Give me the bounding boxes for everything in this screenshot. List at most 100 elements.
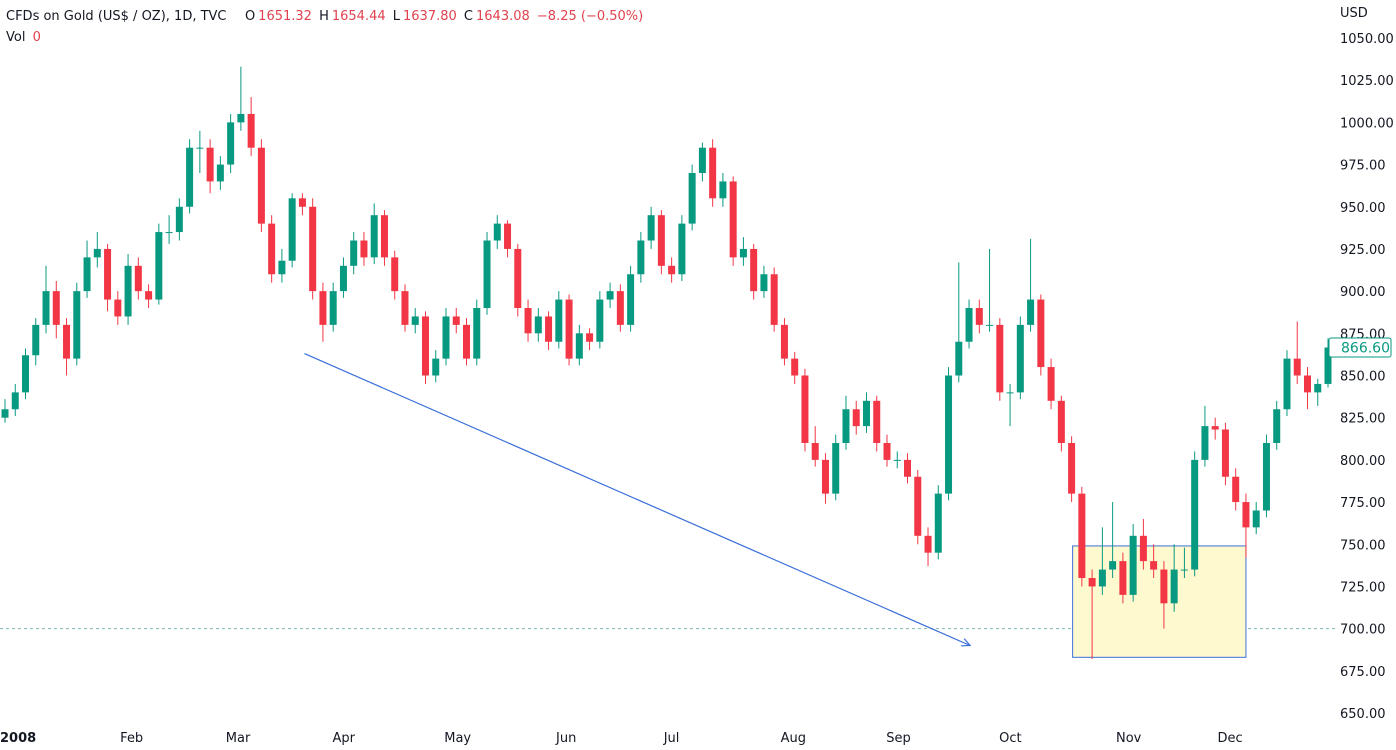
candle[interactable] <box>1191 451 1199 577</box>
candle[interactable] <box>401 284 409 332</box>
candle[interactable] <box>883 434 891 467</box>
candle[interactable] <box>1016 316 1024 400</box>
candle[interactable] <box>237 66 245 131</box>
candle[interactable] <box>432 350 440 383</box>
candle[interactable] <box>555 291 563 349</box>
candle[interactable] <box>616 284 624 332</box>
candle[interactable] <box>1 399 9 423</box>
candle[interactable] <box>1283 350 1291 416</box>
symbol-title[interactable]: CFDs on Gold (US$ / OZ), 1D, TVC <box>6 9 227 24</box>
candle[interactable] <box>155 223 163 305</box>
candle[interactable] <box>893 451 901 469</box>
candle[interactable] <box>739 237 747 266</box>
candle[interactable] <box>380 210 388 266</box>
candle[interactable] <box>1303 367 1311 410</box>
candle[interactable] <box>1160 561 1168 629</box>
candle[interactable] <box>575 324 583 366</box>
candle[interactable] <box>668 257 676 283</box>
candle[interactable] <box>606 282 614 308</box>
candle[interactable] <box>175 198 183 241</box>
candle[interactable] <box>1180 547 1188 578</box>
candle[interactable] <box>442 308 450 366</box>
candle[interactable] <box>114 291 122 325</box>
candle[interactable] <box>63 318 71 376</box>
candle[interactable] <box>1129 524 1137 602</box>
candle[interactable] <box>534 308 542 342</box>
candle[interactable] <box>329 282 337 332</box>
candle[interactable] <box>339 257 347 298</box>
candle[interactable] <box>83 240 91 298</box>
candle[interactable] <box>93 232 101 268</box>
candle[interactable] <box>298 193 306 216</box>
candle[interactable] <box>1170 544 1178 612</box>
candle[interactable] <box>1211 417 1219 440</box>
candle[interactable] <box>811 426 819 467</box>
candle[interactable] <box>975 299 983 334</box>
candle[interactable] <box>565 294 573 366</box>
candle[interactable] <box>370 203 378 265</box>
candle[interactable] <box>421 311 429 384</box>
candle[interactable] <box>729 176 737 266</box>
candle[interactable] <box>350 232 358 275</box>
candle[interactable] <box>832 434 840 501</box>
candle[interactable] <box>360 232 368 266</box>
candle[interactable] <box>216 156 224 190</box>
candle[interactable] <box>309 198 317 300</box>
candle[interactable] <box>1109 502 1117 578</box>
candle[interactable] <box>1047 358 1055 410</box>
candle[interactable] <box>770 267 778 332</box>
candle[interactable] <box>1242 493 1250 558</box>
candle[interactable] <box>780 318 788 366</box>
candle[interactable] <box>688 164 696 231</box>
candle[interactable] <box>11 383 19 416</box>
candle[interactable] <box>1027 238 1035 332</box>
candle[interactable] <box>698 142 706 182</box>
candle[interactable] <box>965 299 973 349</box>
candle[interactable] <box>1037 294 1045 376</box>
candle[interactable] <box>227 113 235 173</box>
candle[interactable] <box>257 139 265 233</box>
candle[interactable] <box>452 308 460 334</box>
candle[interactable] <box>934 485 942 560</box>
candle[interactable] <box>719 173 727 207</box>
candle[interactable] <box>268 215 276 283</box>
candle[interactable] <box>134 257 142 300</box>
candle[interactable] <box>145 284 153 308</box>
candle[interactable] <box>1293 321 1301 384</box>
candle[interactable] <box>1068 436 1076 503</box>
candle[interactable] <box>288 193 296 268</box>
candle[interactable] <box>791 351 799 384</box>
candle[interactable] <box>627 265 635 332</box>
candle[interactable] <box>319 282 327 342</box>
candle[interactable] <box>524 299 532 342</box>
candle[interactable] <box>873 395 881 452</box>
candle[interactable] <box>924 527 932 567</box>
candle[interactable] <box>73 282 81 366</box>
candle[interactable] <box>1314 378 1322 406</box>
candle[interactable] <box>196 130 204 173</box>
candle[interactable] <box>986 248 994 332</box>
candle[interactable] <box>483 232 491 315</box>
candle[interactable] <box>1262 434 1270 518</box>
candle[interactable] <box>852 400 860 435</box>
candle[interactable] <box>1232 468 1240 511</box>
candle[interactable] <box>247 97 255 157</box>
candle[interactable] <box>821 453 829 504</box>
trend-arrow-line[interactable] <box>304 353 971 647</box>
candle[interactable] <box>955 262 963 383</box>
candle[interactable] <box>124 254 132 325</box>
candle[interactable] <box>914 470 922 545</box>
candle[interactable] <box>32 318 40 366</box>
candle[interactable] <box>586 328 594 351</box>
candle[interactable] <box>463 318 471 366</box>
candle[interactable] <box>104 243 112 312</box>
candle[interactable] <box>1078 486 1086 587</box>
candle[interactable] <box>637 232 645 283</box>
candle[interactable] <box>493 215 501 249</box>
candle[interactable] <box>996 318 1004 401</box>
candle[interactable] <box>391 250 399 300</box>
candle[interactable] <box>1252 502 1260 535</box>
candle[interactable] <box>165 215 173 244</box>
candle[interactable] <box>1201 405 1209 467</box>
candle[interactable] <box>596 291 604 349</box>
